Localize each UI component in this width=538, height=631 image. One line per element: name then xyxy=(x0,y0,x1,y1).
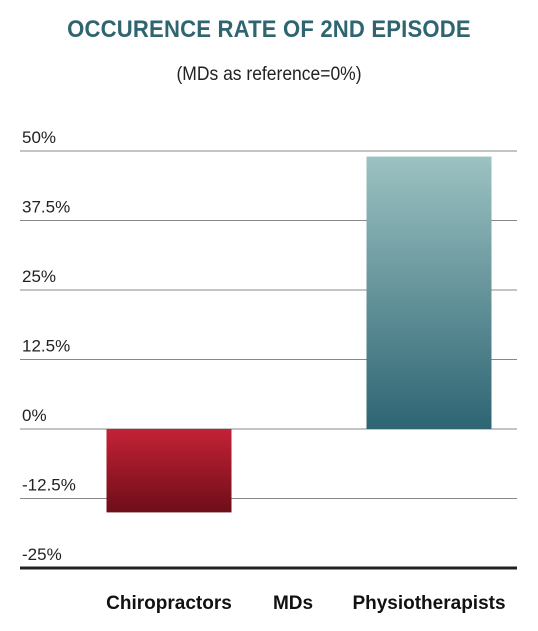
y-tick-label: 50% xyxy=(22,128,56,147)
y-tick-label: -12.5% xyxy=(22,476,76,495)
x-tick-label: Physiotherapists xyxy=(352,593,505,614)
chart-subtitle: (MDs as reference=0%) xyxy=(176,64,362,85)
chart-title: OCCURENCE RATE OF 2ND EPISODE xyxy=(67,16,471,43)
x-axis-ticks: Chiropractors MDs Physiotherapists xyxy=(106,593,505,614)
bar-chiropractors xyxy=(106,429,232,513)
y-tick-label: 12.5% xyxy=(22,337,70,356)
bar-physiotherapists xyxy=(366,156,492,429)
y-tick-label: 0% xyxy=(22,406,47,425)
bars xyxy=(106,156,492,513)
x-tick-label: Chiropractors xyxy=(106,593,232,614)
y-tick-label: -25% xyxy=(22,545,62,564)
y-axis-ticks: 50% 37.5% 25% 12.5% 0% -12.5% -25% xyxy=(22,128,76,564)
y-tick-label: 25% xyxy=(22,267,56,286)
y-tick-label: 37.5% xyxy=(22,198,70,217)
x-tick-label: MDs xyxy=(273,593,313,614)
